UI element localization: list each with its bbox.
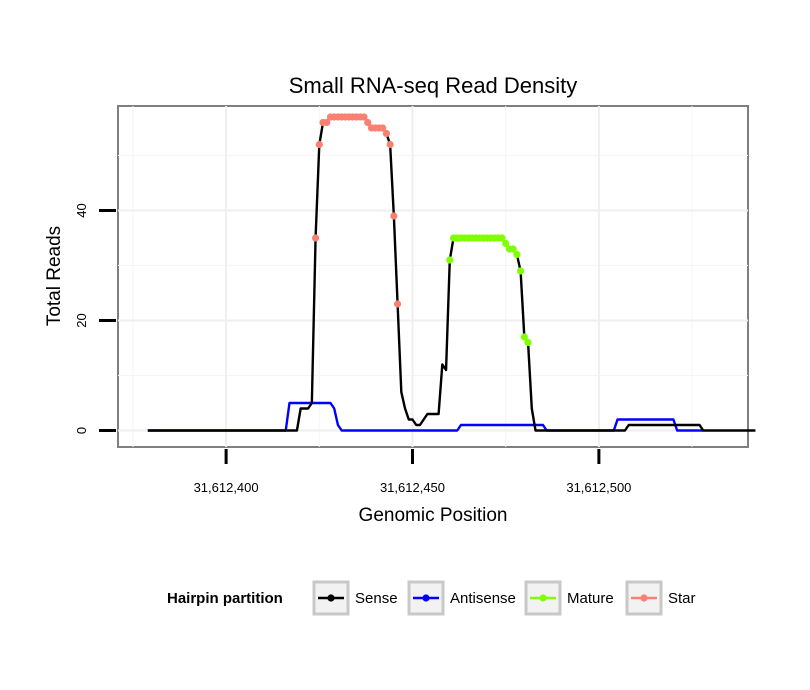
data-point-mature bbox=[517, 267, 525, 275]
legend-key-point bbox=[539, 594, 547, 602]
x-tick-label: 31,612,400 bbox=[194, 480, 259, 495]
data-point-mature bbox=[498, 234, 506, 242]
legend-entry-mature: Mature bbox=[524, 580, 614, 616]
legend-entry-sense: Sense bbox=[312, 580, 398, 616]
legend-entries: Sense Antisense Mature Star bbox=[312, 580, 696, 616]
chart-title: Small RNA-seq Read Density bbox=[289, 73, 578, 98]
data-point-mature bbox=[524, 338, 532, 347]
legend-label: Mature bbox=[567, 590, 614, 607]
data-point-star bbox=[364, 118, 372, 127]
data-point-star bbox=[390, 212, 398, 220]
x-axis-ticks: 31,612,400 31,612,450 31,612,500 bbox=[194, 449, 631, 495]
data-point-star bbox=[382, 129, 391, 138]
series-points bbox=[311, 113, 532, 347]
y-tick-label: 0 bbox=[74, 427, 89, 434]
data-point-star bbox=[393, 300, 402, 308]
data-point-star bbox=[311, 234, 320, 242]
y-axis-label: Total Reads bbox=[44, 226, 65, 326]
data-point-mature bbox=[509, 245, 517, 253]
data-point-star bbox=[315, 140, 323, 149]
data-point-mature bbox=[520, 333, 528, 341]
legend-label: Sense bbox=[355, 590, 398, 607]
y-tick-label: 40 bbox=[74, 203, 89, 217]
data-point-mature bbox=[513, 250, 521, 259]
x-axis-label: Genomic Position bbox=[359, 505, 508, 526]
plot-panel bbox=[117, 105, 749, 448]
legend-key-point bbox=[327, 594, 335, 602]
x-tick-label: 31,612,450 bbox=[380, 480, 445, 495]
series-line-antisense bbox=[147, 401, 704, 432]
data-point-star bbox=[323, 118, 331, 127]
x-tick-label: 31,612,500 bbox=[566, 480, 631, 495]
data-point-star bbox=[379, 124, 387, 132]
legend-key-point bbox=[422, 594, 430, 602]
legend-key-point bbox=[640, 594, 648, 602]
legend-label: Star bbox=[668, 590, 696, 607]
data-point-mature bbox=[502, 239, 510, 248]
data-point-mature bbox=[446, 256, 454, 264]
legend-title: Hairpin partition bbox=[167, 590, 283, 607]
y-axis-ticks: 0 20 40 bbox=[74, 203, 116, 434]
legend-entry-antisense: Antisense bbox=[407, 580, 516, 616]
legend-label: Antisense bbox=[450, 590, 516, 607]
legend: Hairpin partition Sense Antisense Mature St… bbox=[167, 580, 696, 616]
legend-entry-star: Star bbox=[625, 580, 696, 616]
data-point-star bbox=[360, 113, 368, 121]
y-tick-label: 20 bbox=[74, 313, 89, 327]
data-point-star bbox=[386, 140, 394, 149]
